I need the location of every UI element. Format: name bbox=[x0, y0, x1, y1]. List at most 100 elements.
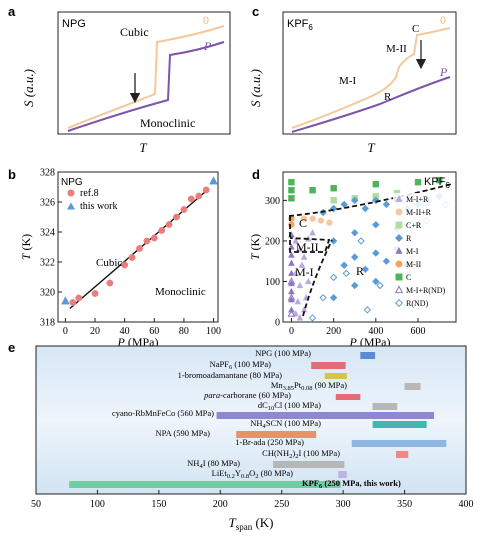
panel-d-point bbox=[376, 281, 384, 290]
panel-d-point bbox=[372, 220, 380, 229]
panel-d-point bbox=[292, 237, 299, 244]
panel-letter-b: b bbox=[8, 167, 16, 182]
panel-b-plot bbox=[61, 176, 218, 310]
panel-d-legend-box bbox=[393, 193, 452, 317]
panel-b-ytick-label: 324 bbox=[40, 228, 55, 239]
panel-e-bars bbox=[69, 352, 447, 488]
panel-b-ytick-label: 318 bbox=[40, 318, 55, 329]
panel-d-point bbox=[317, 217, 325, 224]
panel-letter-c: c bbox=[252, 4, 259, 19]
panel-e-bar bbox=[372, 421, 427, 428]
panel-d-point bbox=[330, 185, 337, 192]
panel-e-bar bbox=[311, 362, 346, 369]
panel-b-legend: ref.8 this work bbox=[67, 188, 118, 212]
panel-d-point bbox=[435, 176, 443, 184]
panel-d-point bbox=[330, 197, 337, 204]
bar-label-brada: 1-Br-ada (250 MPa) bbox=[235, 437, 304, 447]
panel-d-xtick-label: 200 bbox=[326, 326, 341, 337]
panel-d-ytick-label: 0 bbox=[275, 318, 280, 329]
panel-d-point bbox=[372, 249, 380, 257]
panel-e-bar bbox=[273, 461, 345, 468]
panel-d-boundary-m1 bbox=[302, 239, 333, 317]
panel-d-point bbox=[304, 277, 312, 285]
panel-d-legend-label: M-I+R bbox=[406, 195, 429, 204]
panel-d-boundary-c bbox=[288, 183, 453, 217]
panel-a-xlabel: T bbox=[139, 140, 147, 155]
panel-d-point bbox=[308, 314, 317, 322]
panel-e-xtick-label: 50 bbox=[31, 499, 41, 510]
panel-b-legend-marker-ref bbox=[67, 189, 75, 197]
panel-b-point-ref bbox=[187, 195, 195, 203]
panel-d-legend-label: M-I bbox=[406, 247, 419, 256]
panel-a-label-cubic: Cubic bbox=[120, 25, 149, 39]
panel-b-ytick-label: 320 bbox=[40, 288, 55, 299]
panel-b-region-monoclinic: Monoclinic bbox=[155, 286, 206, 298]
panel-e-xtick-label: 250 bbox=[274, 499, 289, 510]
bar-label-napf6: NaPF6 (100 MPa) bbox=[210, 359, 272, 371]
panel-a-curve-0 bbox=[67, 25, 225, 129]
panel-e-labels: NPG (100 MPa) NaPF6 (100 MPa) 1-bromoada… bbox=[112, 348, 401, 490]
panel-d-point bbox=[288, 295, 295, 303]
panel-d-region-m1: M-I bbox=[295, 265, 314, 279]
panel-d-point bbox=[340, 261, 348, 269]
panel-d-point bbox=[300, 215, 308, 222]
panel-d-legend-marker bbox=[395, 221, 403, 229]
panel-d: 0 200 400 600 0 100 200 300 C M-II M-I R KPF6 M… bbox=[248, 171, 457, 349]
bar-label-lieto: LiEt0.2Y0.8O2 (80 MPa) bbox=[212, 468, 294, 480]
panel-b: NPG 0 20 40 60 80 100 318 320 322 324 326 328 Cubic… bbox=[19, 168, 221, 350]
panel-b-point-ref bbox=[180, 206, 188, 213]
panel-d-point bbox=[372, 180, 380, 188]
panel-letter-e: e bbox=[8, 340, 15, 355]
panel-d-point bbox=[296, 281, 304, 289]
panel-d-point bbox=[342, 269, 351, 278]
panel-letter-d: d bbox=[252, 167, 260, 182]
panel-d-legend-marker bbox=[395, 208, 403, 216]
panel-b-xtick-label: 40 bbox=[120, 326, 130, 337]
panel-a-curve-p bbox=[67, 41, 225, 132]
panel-c-curve-0 bbox=[291, 27, 451, 129]
panel-d-material: KPF6 bbox=[424, 176, 450, 190]
bar-label-carborane: para-carborane (60 MPa) bbox=[203, 390, 291, 400]
panel-d-point bbox=[382, 257, 391, 265]
panel-b-point-ref bbox=[91, 290, 99, 297]
panel-b-legend-this: this work bbox=[80, 201, 118, 212]
panel-d-point bbox=[288, 306, 295, 313]
panel-d-point bbox=[326, 219, 333, 226]
panel-b-point-ref bbox=[202, 186, 210, 194]
panel-a: NPG S (a.u.) T Cubic Monoclinic 0 P bbox=[21, 11, 231, 155]
panel-e-xtick-label: 150 bbox=[151, 499, 166, 510]
panel-b-point-ref bbox=[195, 192, 203, 200]
panel-d-point bbox=[340, 200, 348, 209]
panel-d-point bbox=[361, 265, 369, 274]
panel-d-point bbox=[329, 273, 338, 282]
panel-e-xlabel: Tspan (K) bbox=[228, 515, 273, 532]
bar-label-nh4scn: NH4SCN (100 MPa) bbox=[250, 418, 321, 430]
panel-e-xtick-label: 350 bbox=[397, 499, 412, 510]
panel-c-label-m2: M-II bbox=[386, 43, 407, 55]
panel-a-label-p: P bbox=[203, 39, 212, 53]
panel-c-label-p: P bbox=[439, 65, 448, 79]
panel-c-label-m1: M-I bbox=[339, 75, 356, 87]
panel-d-legend-label: C+R bbox=[406, 221, 422, 230]
panel-e-xtick-label: 200 bbox=[213, 499, 228, 510]
panel-d-point bbox=[288, 243, 295, 250]
panel-b-point-ref bbox=[143, 237, 151, 245]
panel-c-label-c: C bbox=[412, 23, 419, 35]
panel-d-point bbox=[300, 253, 308, 260]
panel-d-legend-marker bbox=[395, 273, 403, 281]
panel-b-point-ref bbox=[69, 299, 77, 306]
panel-b-xtick-label: 20 bbox=[90, 326, 100, 337]
panel-b-point-ref bbox=[165, 221, 173, 228]
bar-label-dc10cl: dC10Cl (100 MPa) bbox=[258, 400, 321, 412]
bar-label-npa: NPA (590 MPa) bbox=[156, 428, 211, 438]
panel-d-legend-label: R(ND) bbox=[406, 299, 429, 308]
panel-b-ytick-label: 328 bbox=[40, 168, 55, 179]
panel-d-legend-label: M-I+R(ND) bbox=[406, 286, 446, 295]
panel-d-point bbox=[372, 277, 380, 286]
panel-d-legend-marker bbox=[394, 298, 404, 308]
panel-e-xtick-label: 100 bbox=[90, 499, 105, 510]
panel-d-ytick-label: 300 bbox=[265, 196, 280, 207]
panel-d-point bbox=[351, 281, 359, 290]
panel-d-legend-label: M-II bbox=[406, 260, 421, 269]
